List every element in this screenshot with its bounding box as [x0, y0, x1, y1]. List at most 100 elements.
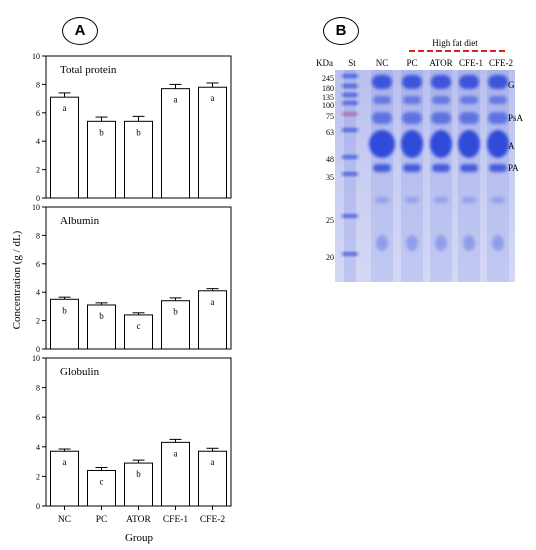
bar [161, 300, 190, 350]
bar [50, 96, 79, 199]
chart-1: 0 2 4 6 8 10 Albumin b b c b a [32, 203, 232, 354]
y-tick-label: 8 [36, 231, 40, 240]
bar [161, 441, 190, 507]
band-faint [463, 235, 475, 251]
y-tick-label: 8 [36, 384, 40, 393]
band-pa [403, 164, 421, 172]
ladder-band [342, 93, 358, 97]
bar [161, 88, 190, 199]
panel-a-badge: A [62, 17, 98, 45]
band-faint [406, 235, 418, 251]
lane-label-nc: NC [376, 58, 389, 68]
significance-letter: b [136, 469, 141, 479]
significance-letter: b [173, 307, 178, 317]
significance-letter: a [211, 297, 215, 307]
y-tick-label: 0 [36, 345, 40, 354]
x-tick-label: CFE-2 [200, 515, 226, 525]
band-psa [488, 112, 508, 124]
ladder-band [342, 214, 358, 218]
band-faint [492, 235, 504, 251]
ladder-band [342, 128, 358, 132]
x-tick-label: NC [58, 515, 71, 525]
chart-title: Total protein [60, 64, 117, 76]
y-tick-label: 0 [36, 194, 40, 203]
marker-label: 75 [326, 112, 334, 121]
band-faint [491, 197, 505, 203]
lane-label: CFE-1 [459, 58, 483, 68]
ladder-band [342, 101, 358, 105]
band-a [369, 130, 395, 158]
band-upper [460, 96, 478, 104]
bar-charts: 0 2 4 6 8 10 Total protein a b b a a 0 2 4 6 8 10 Albumin b… [11, 52, 232, 544]
band-psa [431, 112, 451, 124]
ladder-smear [344, 70, 356, 282]
band-faint [434, 197, 448, 203]
ladder-band [342, 84, 358, 88]
band-psa [402, 112, 422, 124]
bar [87, 304, 116, 350]
band-upper [403, 96, 421, 104]
marker-label: 63 [326, 128, 334, 137]
y-tick-label: 6 [36, 260, 40, 269]
y-tick-label: 6 [36, 109, 40, 118]
significance-letter: a [211, 93, 215, 103]
band-upper [373, 96, 391, 104]
band-g [372, 75, 392, 89]
bar [50, 450, 79, 507]
band-a [458, 130, 480, 158]
x-axis-label: Group [125, 532, 154, 544]
bar [87, 120, 116, 199]
band-g [431, 75, 451, 89]
ladder-band [342, 252, 358, 256]
marker-label: 48 [326, 155, 334, 164]
band-faint [462, 197, 476, 203]
y-tick-label: 10 [32, 203, 40, 212]
lane-label: PC [406, 58, 417, 68]
band-faint [375, 197, 389, 203]
significance-letter: a [211, 457, 215, 467]
bar [124, 314, 153, 350]
band-pa [460, 164, 478, 172]
marker-label: 135 [322, 93, 334, 102]
y-tick-label: 6 [36, 413, 40, 422]
lane-label-st: St [348, 58, 356, 68]
band-g [402, 75, 422, 89]
ladder-band [342, 172, 358, 176]
band-faint [435, 235, 447, 251]
marker-label: 245 [322, 74, 334, 83]
band-a [487, 130, 509, 158]
y-tick-label: 4 [36, 443, 40, 452]
marker-label: 35 [326, 173, 334, 182]
band-upper [489, 96, 507, 104]
y-tick-label: 8 [36, 80, 40, 89]
y-tick-label: 2 [36, 472, 40, 481]
ladder-band [342, 112, 358, 116]
band-faint [405, 197, 419, 203]
panel-b-badge: B [323, 17, 359, 45]
significance-letter: a [174, 95, 178, 105]
gel-header-kda: KDa [316, 58, 333, 68]
band-label: A [508, 141, 515, 151]
x-tick-label: CFE-1 [163, 515, 189, 525]
band-pa [432, 164, 450, 172]
y-tick-label: 4 [36, 288, 40, 297]
lane-label: ATOR [429, 58, 452, 68]
diet-label: High fat diet [432, 38, 478, 48]
significance-letter: a [63, 457, 67, 467]
band-faint [376, 235, 388, 251]
significance-letter: b [62, 305, 67, 315]
significance-letter: b [99, 311, 104, 321]
y-tick-label: 2 [36, 166, 40, 175]
significance-letter: c [137, 321, 141, 331]
chart-0: 0 2 4 6 8 10 Total protein a b b a a [32, 52, 232, 203]
band-g [488, 75, 508, 89]
x-tick-label: PC [96, 515, 108, 525]
bar [198, 290, 227, 350]
y-tick-label: 0 [36, 502, 40, 511]
bar [198, 86, 227, 199]
chart-title: Albumin [60, 215, 100, 227]
band-pa [489, 164, 507, 172]
band-g [459, 75, 479, 89]
